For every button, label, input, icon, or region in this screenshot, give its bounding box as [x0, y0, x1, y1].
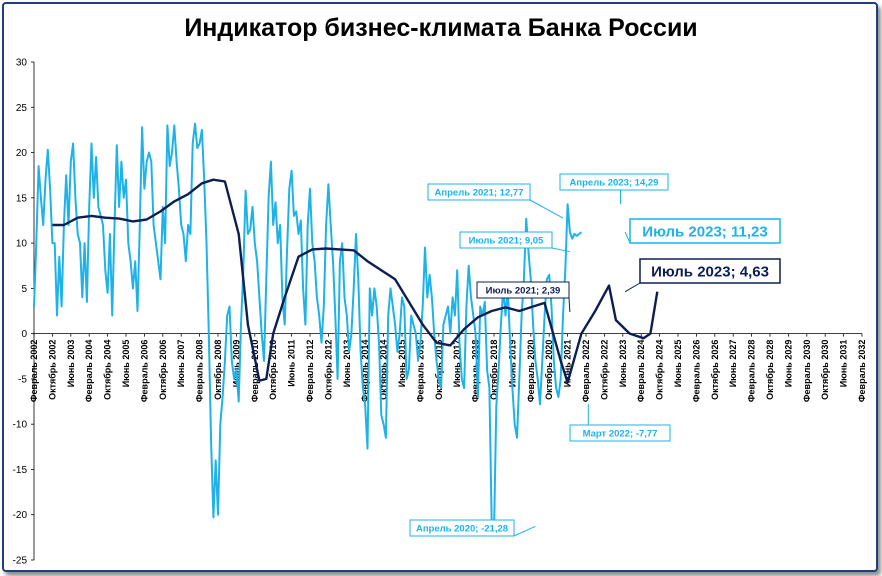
x-tick-label: Октябрь 2008	[213, 340, 223, 400]
y-tick-label: 15	[16, 193, 28, 204]
x-tick-label: Февраль 2024	[636, 340, 646, 403]
x-tick-label: Июнь 2011	[287, 340, 297, 387]
x-tick-label: Февраль 2028	[747, 340, 757, 403]
x-tick-label: Февраль 2002	[29, 340, 39, 403]
annotation-box	[559, 173, 669, 191]
x-tick-label: Октябрь 2004	[103, 340, 113, 400]
x-tick-label: Октябрь 2026	[710, 340, 720, 400]
annotation-leader-line	[551, 247, 571, 253]
x-tick-label: Июнь 2005	[121, 340, 131, 388]
annotation-leader-line	[513, 525, 536, 537]
y-tick-label: -20	[13, 510, 28, 521]
x-tick-label: Февраль 2030	[802, 340, 812, 403]
x-tick-label: Июнь 2009	[231, 340, 241, 388]
x-tick-label: Февраль 2012	[305, 340, 315, 403]
x-tick-label: Октябрь 2022	[599, 340, 609, 400]
monthly-series-line	[33, 122, 583, 534]
x-tick-label: Октябрь 2020	[544, 340, 554, 400]
x-tick-label: Июнь 2031	[839, 340, 849, 388]
annotation-box	[476, 281, 570, 299]
annotation-layer: Апрель 2021; 12,77 Апрель 2023; 14,29 Июль…	[409, 173, 781, 537]
annotation-label: Июль 2023; 11,23	[642, 223, 767, 240]
y-tick-label: 30	[16, 58, 28, 69]
x-tick-label: Февраль 2014	[360, 340, 370, 403]
x-tick-label: Февраль 2026	[691, 340, 701, 403]
x-tick-label: Июнь 2029	[783, 340, 793, 388]
y-tick-label: 20	[16, 148, 28, 159]
y-tick-label: -25	[13, 556, 28, 567]
x-tick-label: Октябрь 2012	[323, 340, 333, 400]
x-tick-label: Октябрь 2030	[820, 340, 830, 400]
y-axis: 30 25 20 15 10 5 0 -5 -10 -15 -20 -25	[13, 58, 35, 567]
series-layer	[33, 122, 659, 534]
x-tick-label: Июнь 2017	[452, 340, 462, 388]
x-tick-label: Февраль 2032	[857, 340, 867, 403]
x-tick-label: Февраль 2010	[250, 340, 260, 403]
x-tick-label: Июнь 2027	[728, 340, 738, 388]
annotation-leader-line	[529, 199, 564, 219]
x-tick-label: Июнь 2015	[397, 340, 407, 388]
x-tick-label: Февраль 2004	[84, 340, 94, 403]
x-axis: Февраль 2002 Октябрь 2002 Июнь 2003 Февраль…	[29, 333, 867, 403]
x-tick-label: Июнь 2025	[673, 340, 683, 388]
y-tick-label: 5	[21, 284, 27, 295]
x-tick-label: Июнь 2019	[507, 340, 517, 388]
x-tick-label: Февраль 2020	[526, 340, 536, 403]
y-tick-label: -15	[13, 465, 28, 476]
annotation-label: Июль 2021; 2,39	[486, 285, 561, 296]
chart-title: Индикатор бизнес-климата Банка России	[184, 14, 698, 42]
x-tick-label: Февраль 2006	[139, 340, 149, 403]
annotation-label: Март 2022; -7,77	[583, 428, 658, 439]
annotation-label: Апрель 2020; -21,28	[416, 523, 508, 534]
annotation-box	[569, 424, 671, 442]
x-tick-label: Февраль 2022	[581, 340, 591, 403]
annotation-label: Июль 2023; 4,63	[651, 263, 769, 280]
x-tick-label: Октябрь 2028	[765, 340, 775, 400]
x-tick-label: Октябрь 2016	[434, 340, 444, 400]
annotation-box	[629, 218, 781, 244]
x-tick-label: Июнь 2023	[618, 340, 628, 388]
y-tick-label: 0	[21, 329, 27, 340]
annotation-leader-line	[568, 297, 571, 313]
y-tick-label: 25	[16, 103, 28, 114]
x-tick-label: Октябрь 2006	[158, 340, 168, 400]
annotation-leader-line	[624, 282, 641, 293]
trend-series-line	[52, 178, 659, 384]
annotation-label: Июль 2021; 9,05	[469, 235, 544, 246]
y-tick-label: -10	[13, 420, 28, 431]
x-tick-label: Февраль 2018	[471, 340, 481, 403]
annotation-box	[639, 258, 781, 284]
x-tick-label: Июнь 2003	[66, 340, 76, 388]
annotation-leader-line	[624, 231, 631, 244]
y-tick-label: 10	[16, 239, 28, 250]
x-tick-label: Октябрь 2024	[655, 340, 665, 400]
x-tick-label: Июнь 2021	[563, 340, 573, 388]
x-tick-label: Февраль 2016	[415, 340, 425, 403]
annotation-box	[459, 231, 553, 249]
x-tick-label: Октябрь 2018	[489, 340, 499, 400]
annotation-box	[409, 519, 515, 537]
x-tick-label: Июнь 2013	[342, 340, 352, 388]
x-tick-label: Октябрь 2014	[379, 340, 389, 400]
x-tick-label: Июнь 2007	[176, 340, 186, 388]
annotation-label: Апрель 2023; 14,29	[570, 177, 659, 188]
x-tick-label: Октябрь 2010	[268, 340, 278, 400]
x-tick-label: Февраль 2008	[195, 340, 205, 403]
annotation-box	[427, 183, 531, 201]
annotation-label: Апрель 2021; 12,77	[435, 187, 524, 198]
x-tick-label: Октябрь 2002	[47, 340, 57, 400]
y-tick-label: -5	[18, 374, 27, 385]
